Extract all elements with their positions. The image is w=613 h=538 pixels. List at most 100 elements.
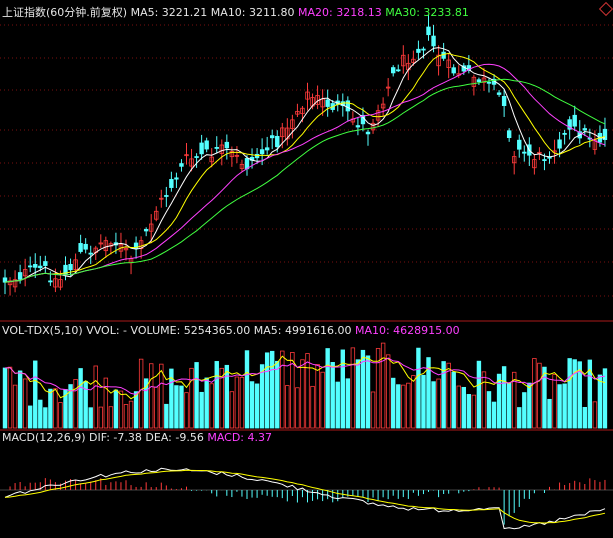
candle-body xyxy=(300,107,305,115)
volume-bar xyxy=(380,342,386,429)
volume-bar xyxy=(365,355,371,429)
candle-body xyxy=(12,279,18,288)
volume-bar xyxy=(496,373,502,429)
volume-bar xyxy=(38,399,43,429)
candle-body xyxy=(229,151,235,158)
volume-bar xyxy=(426,357,431,429)
volume-bar xyxy=(133,391,139,429)
candle-body xyxy=(179,163,184,167)
candle-body xyxy=(396,69,401,72)
volume-bar xyxy=(345,378,351,429)
volume-bar xyxy=(375,348,381,429)
volume-ma5-line xyxy=(4,355,606,400)
ma5-line xyxy=(4,47,606,283)
volume-bar xyxy=(355,359,361,429)
candle-body xyxy=(214,147,219,149)
volume-bar xyxy=(199,391,204,429)
candle-body xyxy=(325,99,330,107)
volume-bar xyxy=(310,385,315,429)
volume-bar xyxy=(108,406,114,429)
panel-dividers xyxy=(0,320,613,431)
ma30-line xyxy=(4,78,606,283)
volume-bar xyxy=(512,371,517,429)
volume-bar xyxy=(421,374,426,429)
volume-bar xyxy=(2,367,8,429)
volume-bar xyxy=(234,376,240,429)
macd-panel-header: MACD(12,26,9) DIF: -7.38 DEA: -9.56 MACD… xyxy=(2,431,272,445)
candle-body xyxy=(496,92,502,95)
candle-body xyxy=(481,77,487,83)
candle-body xyxy=(290,119,295,129)
volume-bar xyxy=(431,381,436,429)
candle-body xyxy=(305,91,310,100)
candle-body xyxy=(98,242,103,245)
volume-bar xyxy=(224,364,230,429)
volume-bar xyxy=(53,388,58,429)
volume-bar xyxy=(597,374,603,429)
macd-histogram xyxy=(0,478,613,525)
volume-bar xyxy=(159,363,164,429)
volume-bar xyxy=(582,407,587,429)
volume-ma10-line xyxy=(4,357,606,395)
volume-bar xyxy=(547,398,552,429)
volume-bar xyxy=(481,371,487,429)
macd-panel-title: MACD(12,26,9) xyxy=(2,431,86,444)
volume-ma10-value: MA10: 4628915.00 xyxy=(354,324,460,337)
volume-bar xyxy=(562,383,567,429)
candle-body xyxy=(33,264,38,268)
candle-body xyxy=(154,210,159,220)
volume-bar xyxy=(270,350,275,429)
volume-bar xyxy=(179,385,184,429)
candle-body xyxy=(572,114,577,127)
volume-bar xyxy=(370,391,376,429)
dea-line xyxy=(4,469,606,524)
candle-body xyxy=(63,264,68,275)
volume-bar xyxy=(12,384,18,429)
volume-bar xyxy=(461,386,466,429)
volume-bar xyxy=(209,383,214,429)
candle-body xyxy=(421,48,426,51)
candle-body xyxy=(270,135,275,139)
volume-bar xyxy=(330,362,335,429)
volume-bar xyxy=(416,347,421,429)
candle-body xyxy=(375,110,381,121)
volume-bar xyxy=(22,378,28,429)
volume-bar xyxy=(537,362,542,429)
volume-bar xyxy=(73,379,78,429)
volume-bar xyxy=(7,366,13,429)
candle-body xyxy=(73,259,78,271)
volume-bar xyxy=(239,376,245,429)
volume-bar xyxy=(219,367,224,429)
candle-body xyxy=(219,144,224,154)
candle-body xyxy=(486,81,492,84)
volume-value: VOLUME: 5254365.00 xyxy=(130,324,251,337)
volume-bar xyxy=(280,350,285,429)
candle-body xyxy=(224,141,230,149)
candle-body xyxy=(562,132,567,135)
volume-bar xyxy=(567,358,572,429)
volume-bar xyxy=(325,348,330,429)
volume-bar xyxy=(320,371,325,429)
candle-body xyxy=(416,48,421,53)
volume-ma-lines xyxy=(4,355,606,400)
candle-body xyxy=(58,279,63,288)
candle-body xyxy=(123,247,129,251)
candle-body xyxy=(370,122,376,131)
candle-body xyxy=(517,139,522,150)
candlesticks xyxy=(2,15,608,296)
volume-bar xyxy=(305,353,310,429)
candle-body xyxy=(506,130,512,139)
candle-body xyxy=(244,158,250,170)
candle-body xyxy=(7,280,13,286)
volume-bar xyxy=(249,381,255,429)
volume-bar xyxy=(17,370,23,429)
volume-bar xyxy=(466,394,472,429)
candle-body xyxy=(380,103,386,109)
candle-body xyxy=(542,159,547,161)
candle-body xyxy=(436,54,441,67)
candle-body xyxy=(345,100,351,112)
candle-body xyxy=(522,151,527,154)
candle-body xyxy=(264,147,270,151)
candle-body xyxy=(285,127,290,140)
